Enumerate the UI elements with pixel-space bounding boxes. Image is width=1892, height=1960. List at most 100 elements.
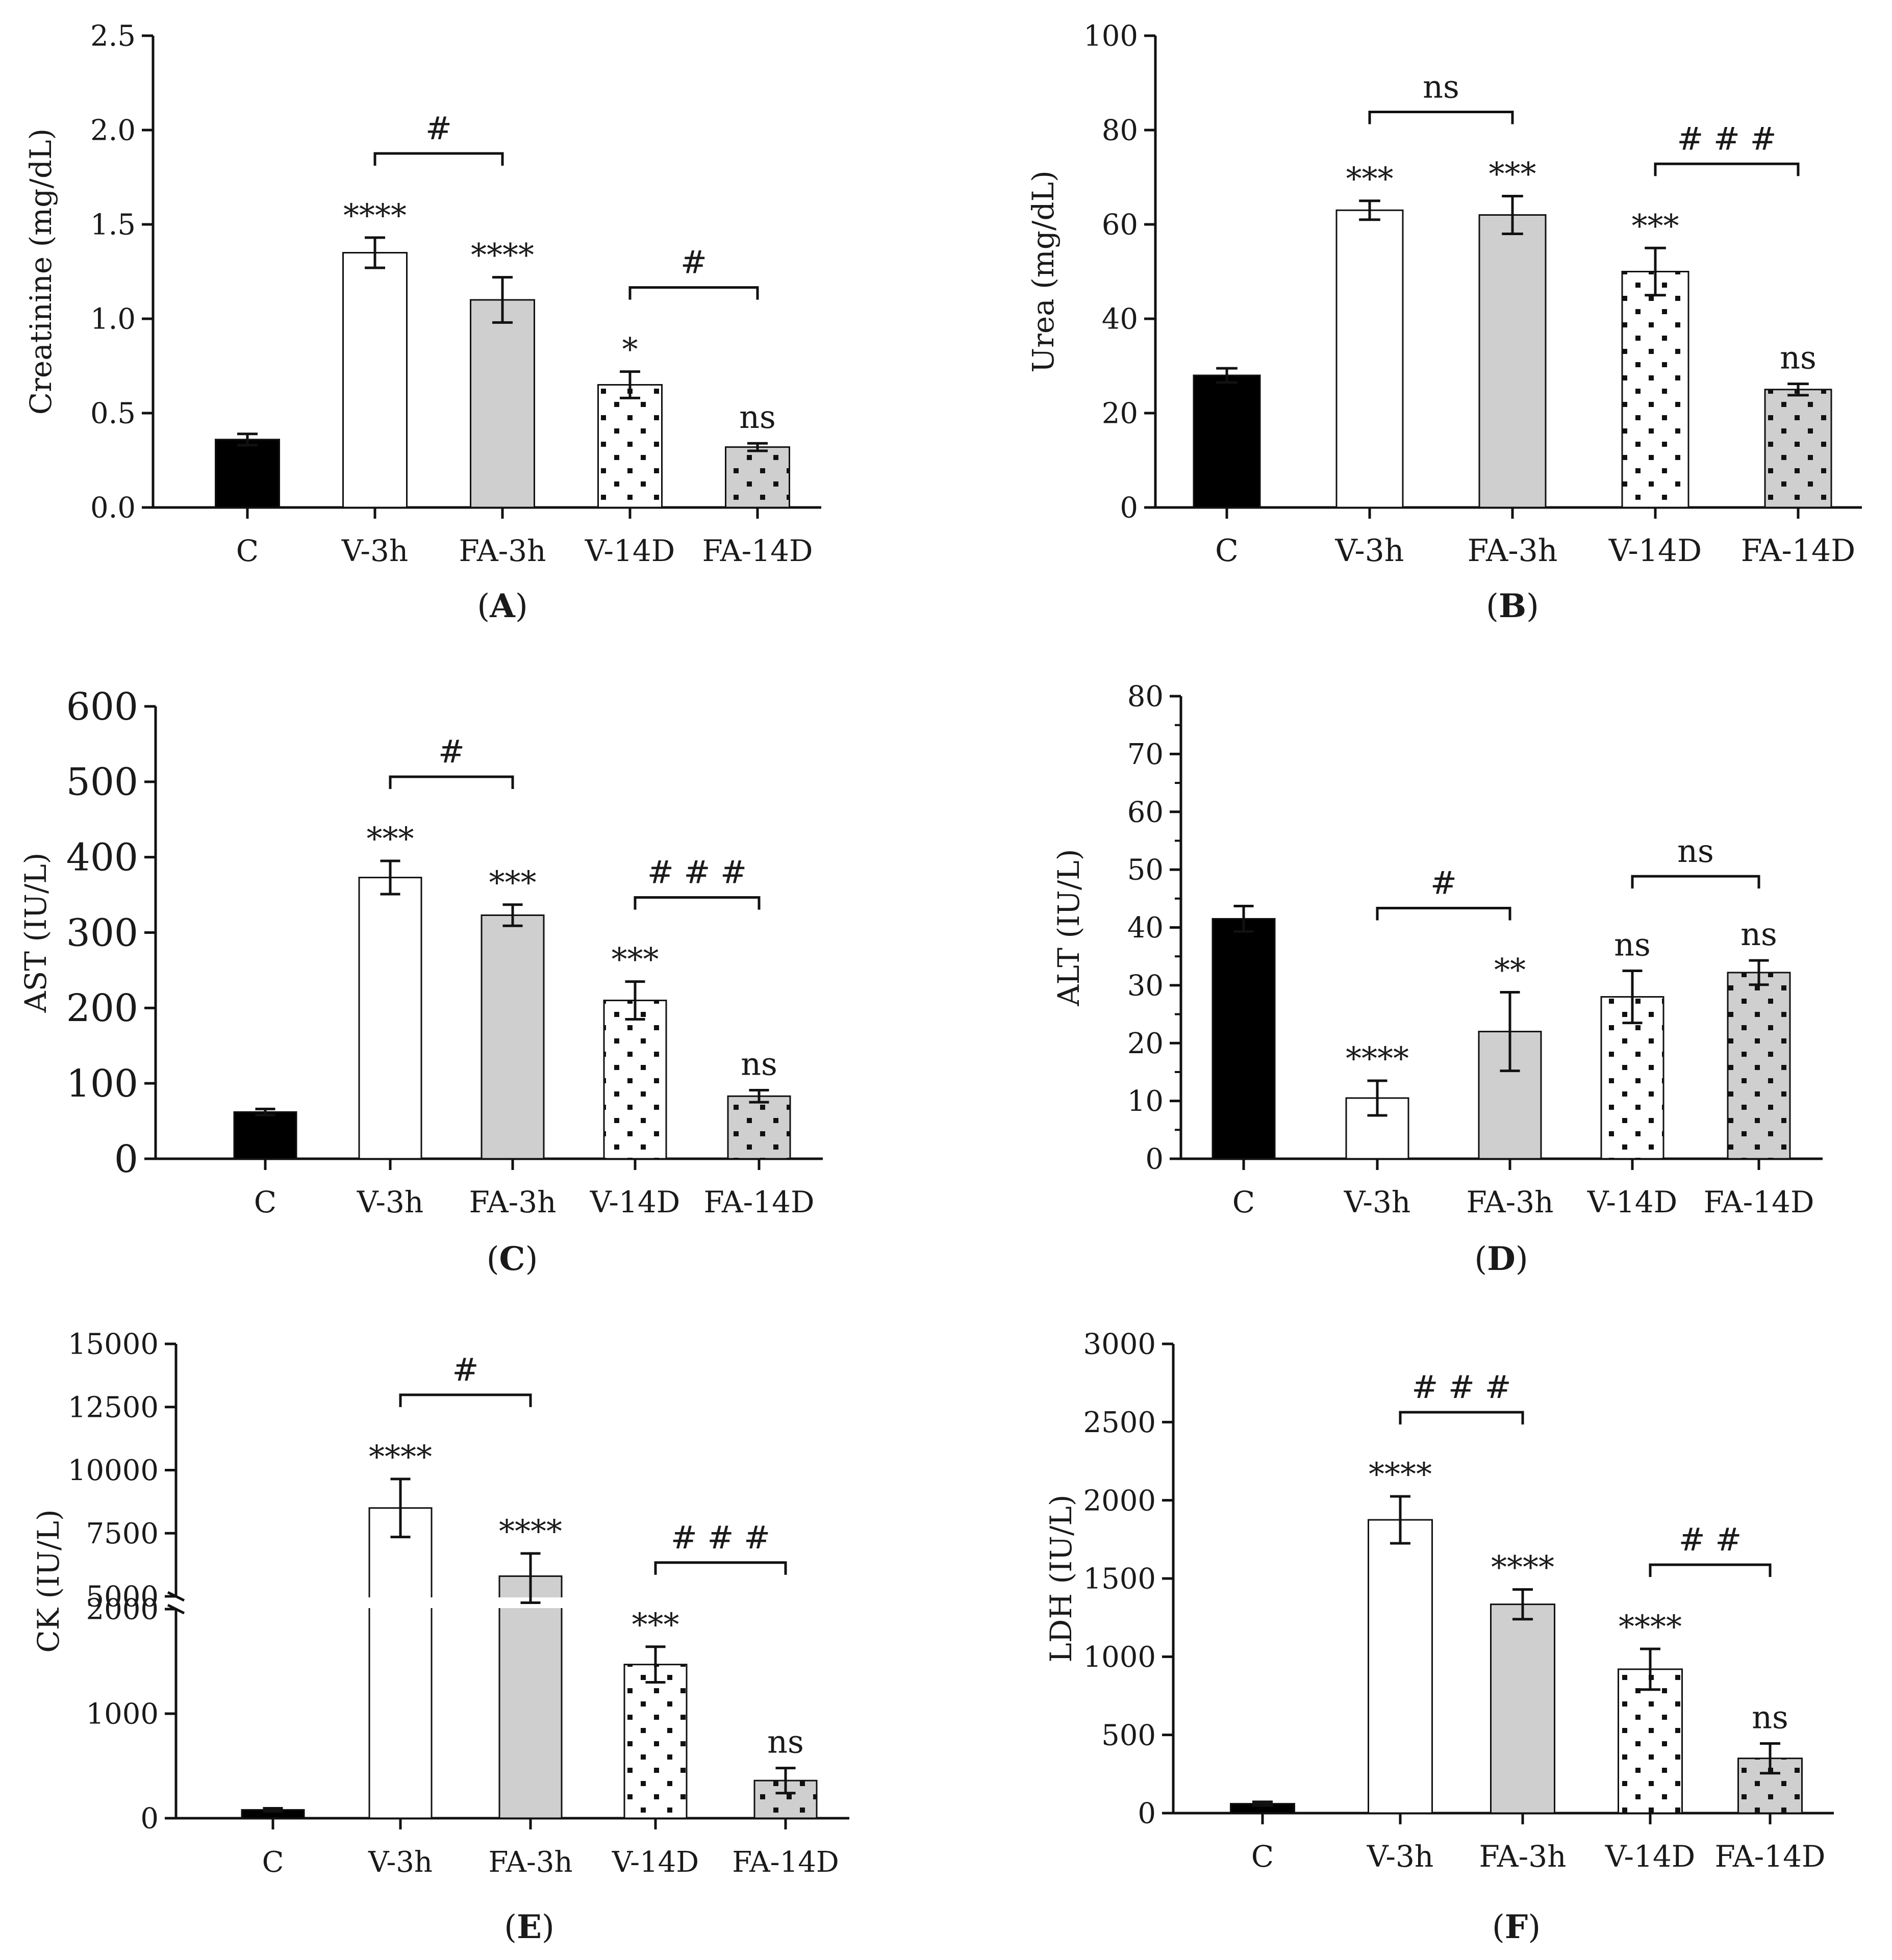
y-tick-label: 2000 [86, 1593, 159, 1626]
x-tick-label: V-3h [1367, 1839, 1433, 1874]
y-tick-label: 15000 [68, 1328, 159, 1361]
bar-fa-3h [1490, 1603, 1555, 1814]
significance-label: ns [1740, 915, 1777, 953]
significance-label: **** [499, 1513, 562, 1550]
y-axis-label: Urea (mg/dL) [1026, 170, 1061, 373]
bar-v-14d [603, 1000, 667, 1160]
x-tick-label: V-3h [368, 1846, 433, 1879]
bar-fa-3h [498, 1575, 563, 1819]
significance-label: ns [1614, 926, 1651, 963]
x-tick-label: V-14D [1587, 1185, 1677, 1219]
x-tick-label: FA-14D [1704, 1185, 1814, 1219]
bar-v-3h [1335, 209, 1404, 508]
significance-label: **** [471, 237, 534, 274]
y-tick-label: 80 [1127, 680, 1164, 714]
x-tick-label: C [254, 1185, 276, 1219]
bar-v-14d [1618, 1668, 1683, 1814]
comparison-bracket [1631, 875, 1760, 889]
y-tick-label: 0 [1120, 492, 1138, 525]
x-tick-label: C [1232, 1185, 1255, 1219]
x-tick-label: FA-14D [704, 1185, 815, 1219]
y-tick-label: 40 [1127, 911, 1164, 945]
bar-v-14d [1621, 271, 1689, 508]
y-axis-label: ALT (IU/L) [1051, 849, 1086, 1007]
comparison-bracket [634, 896, 761, 910]
x-tick-label: V-3h [1344, 1185, 1410, 1219]
bar-fa-14d [1727, 972, 1791, 1160]
x-tick-label: C [1215, 533, 1239, 569]
panel-label-paren: ) [1516, 1240, 1528, 1278]
x-tick-label: V-14D [612, 1846, 699, 1879]
y-tick-label: 20 [1102, 397, 1138, 430]
bracket-label: # # # [1411, 1368, 1511, 1406]
significance-label: *** [489, 864, 537, 901]
significance-label: ns [767, 1723, 804, 1761]
y-tick-label: 0 [1145, 1143, 1164, 1176]
y-tick-label: 2000 [1083, 1484, 1156, 1517]
significance-label: **** [1491, 1548, 1554, 1586]
bar-v-3h [1368, 1519, 1433, 1814]
significance-label: ns [1752, 1699, 1788, 1736]
bar-fa-3h [481, 914, 545, 1160]
bar-fa-3h [1478, 214, 1547, 508]
bar-fa-14d [725, 446, 790, 508]
significance-label: ns [739, 398, 776, 436]
comparison-bracket [628, 286, 759, 300]
panel-label-paren: ( [1474, 1240, 1487, 1278]
x-tick-label: FA-3h [1479, 1839, 1567, 1874]
bar-fa-14d [727, 1095, 791, 1160]
bracket-label: # [680, 244, 707, 281]
x-tick-label: FA-3h [469, 1185, 557, 1219]
panel-label-paren: ( [1492, 1908, 1505, 1946]
comparison-bracket [389, 775, 514, 790]
panel-label-letter: F [1505, 1908, 1528, 1946]
significance-label: **** [1619, 1608, 1682, 1645]
bracket-label: # [452, 1351, 479, 1388]
y-axis-label: LDH (IU/L) [1044, 1494, 1078, 1662]
y-tick-label: 0 [1138, 1797, 1156, 1830]
bar-v-14d [623, 1664, 688, 1819]
x-tick-label: FA-14D [732, 1846, 839, 1879]
x-tick-label: V-14D [1608, 533, 1702, 569]
bar-break-gap [367, 1597, 434, 1608]
significance-label: *** [367, 820, 414, 857]
y-tick-label: 40 [1102, 303, 1138, 336]
bar-fa-3h [470, 299, 535, 508]
panel-label: (D) [1474, 1240, 1528, 1278]
x-tick-label: V-3h [341, 533, 408, 568]
bracket-label: # # # [647, 854, 747, 891]
x-tick-label: FA-3h [1467, 1185, 1554, 1219]
y-tick-label: 2.0 [90, 114, 136, 147]
x-tick-label: C [236, 533, 259, 568]
bracket-label: ns [1423, 68, 1459, 106]
significance-label: * [622, 331, 638, 368]
y-tick-label: 0.0 [90, 492, 136, 525]
x-tick-label: FA-14D [1715, 1839, 1826, 1874]
y-tick-label: 2.5 [90, 20, 136, 53]
bar-c [233, 1111, 297, 1160]
x-tick-label: V-14D [1605, 1839, 1695, 1874]
y-tick-label: 400 [66, 836, 138, 880]
x-tick-label: V-14D [590, 1185, 680, 1219]
y-tick-label: 10 [1127, 1085, 1164, 1118]
significance-label: *** [1632, 207, 1679, 244]
x-tick-label: FA-3h [459, 533, 546, 568]
panel-label: (B) [1486, 587, 1539, 625]
significance-label: **** [1369, 1456, 1432, 1493]
y-tick-label: 60 [1102, 209, 1138, 242]
y-tick-label: 500 [66, 760, 138, 804]
y-tick-label: 5000 [86, 1581, 159, 1614]
significance-label: *** [612, 941, 659, 978]
x-tick-label: V-14D [585, 533, 675, 568]
chart-panel-c: 0 100 200 300 400 500 600 AST (IU/L) C V-3h *** FA-… [18, 685, 823, 1278]
y-tick-label: 20 [1127, 1027, 1164, 1060]
x-tick-label: C [1251, 1839, 1274, 1874]
x-tick-label: FA-14D [1741, 533, 1855, 569]
x-tick-label: FA-3h [1468, 533, 1558, 569]
bracket-label: # [1430, 864, 1457, 901]
chart-panel-a: 0.0 0.5 1.0 1.5 2.0 2.5 Creatinine (mg/dL) C V-3… [23, 20, 821, 625]
comparison-bracket [1654, 162, 1800, 176]
y-tick-label: 2500 [1083, 1406, 1156, 1439]
